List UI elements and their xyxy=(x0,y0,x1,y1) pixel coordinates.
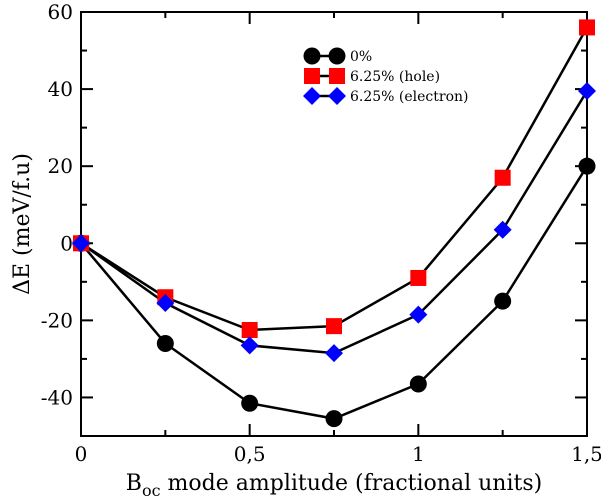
data-point-square xyxy=(241,322,258,338)
legend-marker xyxy=(303,47,321,65)
legend-label: 0% xyxy=(350,49,372,65)
axis-ticks: 0 0,5 1 1,5 -40 -20 0 20 40 60 xyxy=(41,0,601,466)
y-axis-label: ΔE (meV/f.u) xyxy=(10,153,35,295)
data-point-diamond xyxy=(409,305,428,324)
data-point-square xyxy=(326,318,342,335)
legend: 0% 6.25% (hole) 6.25% (electron) xyxy=(303,47,469,105)
series-line xyxy=(80,90,589,355)
y-tick-label: 0 xyxy=(60,231,73,255)
data-point-circle xyxy=(325,410,343,428)
x-axis-label-rest: mode amplitude (fractional units) xyxy=(161,471,543,496)
data-point-diamond xyxy=(240,336,259,355)
x-tick-label: 1 xyxy=(412,442,425,466)
data-point-diamond xyxy=(493,220,512,239)
x-axis-label-subscript: oc xyxy=(142,481,161,500)
y-tick-label: 60 xyxy=(48,0,73,24)
legend-label: 6.25% (hole) xyxy=(350,69,440,85)
data-point-diamond xyxy=(325,344,343,363)
data-point-circle xyxy=(156,334,174,352)
x-tick-label: 0 xyxy=(75,442,88,466)
x-axis-label: Boc mode amplitude (fractional units) xyxy=(126,471,542,500)
x-tick-label: 1,5 xyxy=(571,442,601,466)
data-point-circle xyxy=(409,375,427,393)
data-point-square xyxy=(494,169,511,186)
y-tick-label: 40 xyxy=(48,77,73,101)
data-point-diamond xyxy=(578,82,596,101)
legend-marker xyxy=(328,87,346,105)
y-tick-label: -40 xyxy=(41,385,73,409)
x-tick-label: 0,5 xyxy=(234,442,266,466)
y-tick-label: 20 xyxy=(48,154,73,178)
data-point-square xyxy=(410,269,427,286)
legend-marker xyxy=(303,87,321,105)
data-point-square xyxy=(579,19,595,36)
y-tick-label: -20 xyxy=(41,308,73,332)
data-point-diamond xyxy=(156,294,175,313)
data-point-circle xyxy=(578,157,596,175)
legend-marker xyxy=(328,47,346,65)
legend-marker xyxy=(304,68,320,84)
series-markers xyxy=(72,19,596,428)
data-point-circle xyxy=(494,292,512,310)
legend-label: 6.25% (electron) xyxy=(350,89,469,105)
data-point-circle xyxy=(241,394,259,412)
data-point-diamond xyxy=(72,234,90,253)
legend-marker xyxy=(329,68,345,84)
x-axis-label-main: B xyxy=(126,471,142,496)
